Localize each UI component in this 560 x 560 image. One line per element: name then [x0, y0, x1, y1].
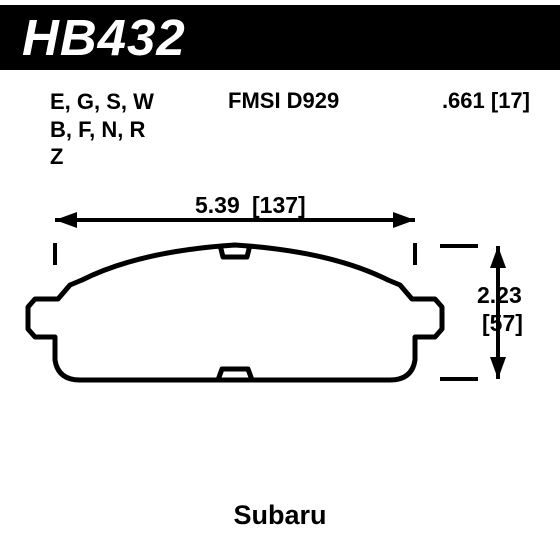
- codes-line-1: E, G, S, W: [50, 88, 154, 116]
- height-dimension: 2.23 [57]: [440, 246, 523, 379]
- compound-codes: E, G, S, W B, F, N, R Z: [50, 88, 154, 171]
- codes-line-3: Z: [50, 143, 154, 171]
- brand-label: Subaru: [0, 500, 560, 531]
- codes-line-2: B, F, N, R: [50, 116, 154, 144]
- spec-sheet: HB432 E, G, S, W B, F, N, R Z FMSI D929 …: [0, 0, 560, 560]
- fmsi-code: FMSI D929: [228, 88, 339, 114]
- width-inches: 5.39: [195, 192, 240, 218]
- thickness-value: .661 [17]: [442, 88, 530, 114]
- pad-diagram: 5.39 [137] 2.23 [57]: [0, 175, 560, 505]
- width-mm: [137]: [252, 192, 306, 218]
- width-dimension: 5.39 [137]: [55, 192, 415, 265]
- height-inches: 2.23: [477, 282, 522, 308]
- part-number: HB432: [22, 8, 186, 67]
- pad-outline: [28, 245, 442, 380]
- height-mm: [57]: [482, 310, 523, 336]
